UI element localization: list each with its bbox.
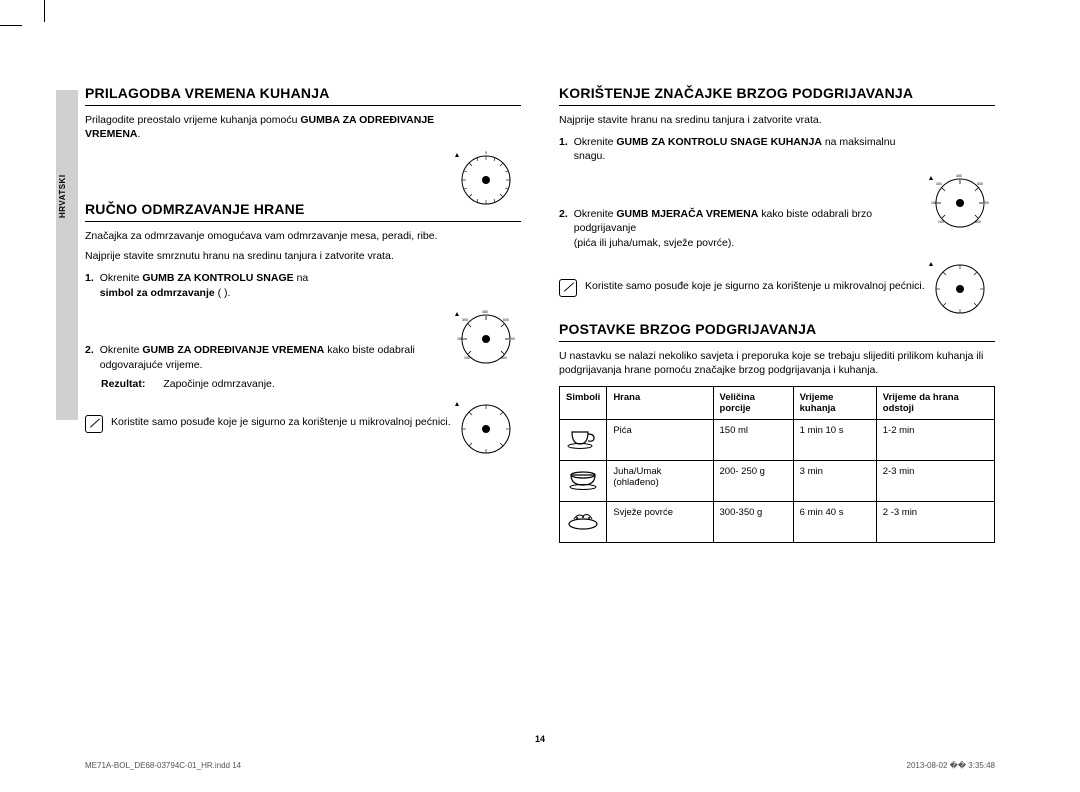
svg-text:300: 300 — [936, 182, 942, 186]
footer-filename: ME71A-BOL_DE68-03794C-01_HR.indd 14 — [85, 761, 241, 770]
th-symbols: Simboli — [560, 386, 607, 419]
reheat-step-1: 1. Okrenite GUMB ZA KONTROLU SNAGE KUHAN… — [559, 135, 995, 199]
svg-text:300: 300 — [462, 318, 468, 322]
section-defrost: RUČNO ODMRZAVANJE HRANE Značajka za odmr… — [85, 201, 521, 433]
section-reheat-settings: POSTAVKE BRZOG PODGRIJAVANJA U nastavku … — [559, 321, 995, 542]
table-header-row: Simboli Hrana Veličina porcije Vrijeme k… — [560, 386, 995, 419]
heading-defrost: RUČNO ODMRZAVANJE HRANE — [85, 201, 521, 222]
timer-dial-icon — [451, 396, 521, 458]
svg-text:450: 450 — [956, 174, 962, 178]
th-stand: Vrijeme da hrana odstoji — [876, 386, 994, 419]
footer-timestamp: 2013-08-02 �� 3:35:48 — [907, 761, 995, 770]
table-row: Pića 150 ml 1 min 10 s 1-2 min — [560, 419, 995, 460]
svg-text:180: 180 — [457, 337, 463, 341]
heading-quick-reheat: KORIŠTENJE ZNAČAJKE BRZOG PODGRIJAVANJA — [559, 85, 995, 106]
section-quick-reheat: KORIŠTENJE ZNAČAJKE BRZOG PODGRIJAVANJA … — [559, 85, 995, 297]
svg-text:700: 700 — [509, 337, 515, 341]
defrost-intro-1: Značajka za odmrzavanje omogućava vam od… — [85, 229, 521, 243]
page-number: 14 — [535, 734, 545, 744]
svg-text:0: 0 — [485, 150, 488, 155]
heading-cooking-time: PRILAGODBA VREMENA KUHANJA — [85, 85, 521, 106]
svg-text:180: 180 — [931, 201, 937, 205]
result-text: Započinje odmrzavanje. — [163, 378, 274, 390]
left-column: PRILAGODBA VREMENA KUHANJA Prilagodite p… — [85, 85, 521, 645]
note-icon: ⟋ — [85, 415, 103, 433]
defrost-step-2: 2. Okrenite GUMB ZA ODREĐIVANJE VREMENA … — [85, 343, 521, 407]
th-cook: Vrijeme kuhanja — [793, 386, 876, 419]
th-size: Veličina porcije — [713, 386, 793, 419]
svg-text:700: 700 — [983, 201, 989, 205]
reheat-step-2: 2. Okrenite GUMB MJERAČA VREMENA kako bi… — [559, 207, 995, 271]
cup-icon — [560, 419, 607, 460]
table-row: Svježe povrće 300-350 g 6 min 40 s 2 -3 … — [560, 501, 995, 542]
result-label: Rezultat: — [101, 378, 145, 390]
defrost-intro-2: Najprije stavite smrznutu hranu na sredi… — [85, 249, 521, 263]
svg-text:600: 600 — [977, 182, 983, 186]
section-cooking-time: PRILAGODBA VREMENA KUHANJA Prilagodite p… — [85, 85, 521, 177]
reheat-table: Simboli Hrana Veličina porcije Vrijeme k… — [559, 386, 995, 543]
right-column: KORIŠTENJE ZNAČAJKE BRZOG PODGRIJAVANJA … — [559, 85, 995, 645]
language-label: HRVATSKI — [58, 174, 67, 218]
defrost-step-1: 1. Okrenite GUMB ZA KONTROLU SNAGE na si… — [85, 271, 521, 335]
svg-text:600: 600 — [503, 318, 509, 322]
svg-text:450: 450 — [482, 310, 488, 314]
reheat-intro: Najprije stavite hranu na sredinu tanjur… — [559, 113, 995, 127]
heading-reheat-settings: POSTAVKE BRZOG PODGRIJAVANJA — [559, 321, 995, 342]
cooking-time-desc: Prilagodite preostalo vrijeme kuhanja po… — [85, 113, 443, 141]
sidebar-tab — [56, 90, 78, 420]
page-content: PRILAGODBA VREMENA KUHANJA Prilagodite p… — [85, 85, 995, 645]
timer-dial-icon — [925, 256, 995, 318]
plate-icon — [560, 501, 607, 542]
settings-intro: U nastavku se nalazi nekoliko savjeta i … — [559, 349, 995, 377]
bowl-icon — [560, 460, 607, 501]
th-food: Hrana — [607, 386, 713, 419]
table-row: Juha/Umak (ohlađeno) 200- 250 g 3 min 2-… — [560, 460, 995, 501]
note-icon: ⟋ — [559, 279, 577, 297]
